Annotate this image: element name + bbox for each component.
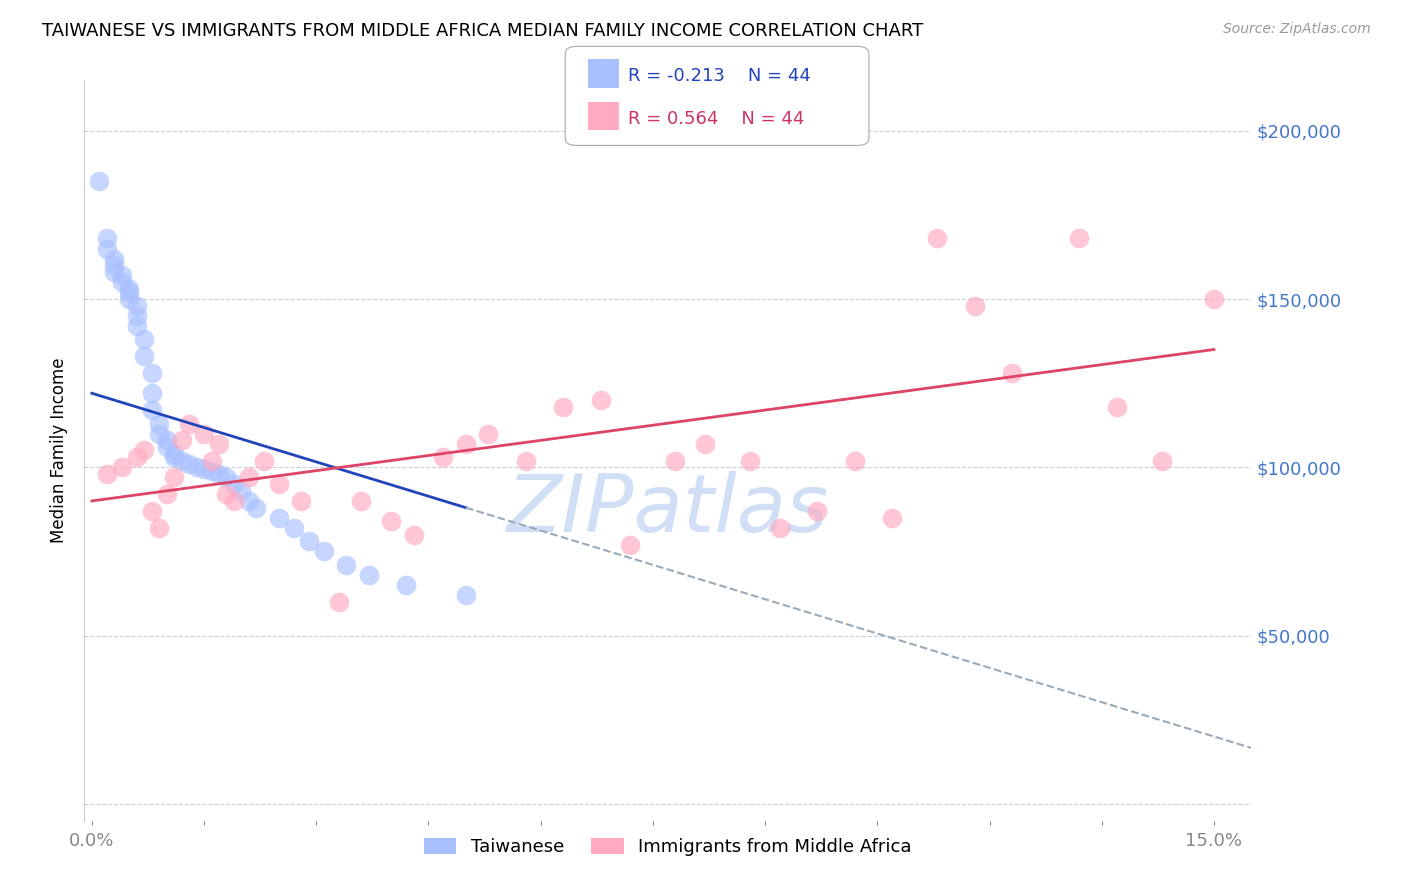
Point	[125, 318, 148, 333]
Point	[589, 392, 612, 407]
Point	[402, 527, 425, 541]
Point	[267, 510, 290, 524]
Point	[222, 494, 245, 508]
Point	[290, 494, 312, 508]
Point	[148, 417, 170, 431]
Point	[1202, 292, 1225, 306]
Point	[200, 453, 222, 467]
Point	[238, 494, 260, 508]
Point	[844, 453, 866, 467]
Point	[103, 259, 125, 273]
Point	[477, 426, 499, 441]
Text: R = 0.564    N = 44: R = 0.564 N = 44	[628, 110, 804, 128]
Point	[141, 386, 163, 401]
Text: ZIPatlas: ZIPatlas	[506, 471, 830, 549]
Point	[1069, 231, 1091, 245]
Point	[134, 349, 156, 363]
Point	[695, 436, 717, 450]
Point	[267, 477, 290, 491]
Point	[298, 534, 321, 549]
Point	[283, 521, 305, 535]
Point	[222, 477, 245, 491]
Text: R = -0.213    N = 44: R = -0.213 N = 44	[628, 67, 811, 85]
Point	[350, 494, 373, 508]
Point	[156, 440, 179, 454]
Point	[927, 231, 949, 245]
Point	[111, 460, 134, 475]
Point	[103, 252, 125, 266]
Point	[177, 457, 200, 471]
Point	[1105, 400, 1128, 414]
Point	[553, 400, 575, 414]
Point	[125, 450, 148, 465]
Point	[141, 504, 163, 518]
Point	[215, 487, 238, 501]
Point	[134, 333, 156, 347]
Point	[125, 309, 148, 323]
Point	[432, 450, 454, 465]
Point	[111, 275, 134, 289]
Point	[882, 510, 904, 524]
Point	[515, 453, 537, 467]
Point	[156, 434, 179, 448]
Point	[156, 487, 179, 501]
Point	[141, 403, 163, 417]
Point	[193, 462, 215, 476]
Text: Source: ZipAtlas.com: Source: ZipAtlas.com	[1223, 22, 1371, 37]
Point	[186, 460, 208, 475]
Point	[193, 426, 215, 441]
Point	[118, 282, 141, 296]
Point	[231, 483, 253, 498]
Point	[170, 434, 193, 448]
Point	[125, 299, 148, 313]
Point	[96, 231, 118, 245]
Point	[238, 470, 260, 484]
Point	[806, 504, 828, 518]
Point	[96, 242, 118, 256]
Point	[963, 299, 986, 313]
Point	[208, 436, 231, 450]
Point	[134, 443, 156, 458]
Point	[103, 265, 125, 279]
Point	[177, 417, 200, 431]
Point	[148, 521, 170, 535]
Point	[664, 453, 686, 467]
Point	[335, 558, 357, 572]
Point	[245, 500, 267, 515]
Point	[200, 464, 222, 478]
Point	[163, 447, 186, 461]
Point	[89, 174, 111, 188]
Y-axis label: Median Family Income: Median Family Income	[51, 358, 69, 543]
Point	[111, 268, 134, 283]
Point	[118, 285, 141, 300]
Point	[312, 544, 335, 558]
Point	[163, 470, 186, 484]
Point	[141, 366, 163, 380]
Point	[170, 453, 193, 467]
Legend: Taiwanese, Immigrants from Middle Africa: Taiwanese, Immigrants from Middle Africa	[416, 830, 920, 863]
Point	[769, 521, 792, 535]
Point	[253, 453, 276, 467]
Point	[328, 595, 350, 609]
Text: TAIWANESE VS IMMIGRANTS FROM MIDDLE AFRICA MEDIAN FAMILY INCOME CORRELATION CHAR: TAIWANESE VS IMMIGRANTS FROM MIDDLE AFRI…	[42, 22, 924, 40]
Point	[454, 588, 477, 602]
Point	[454, 436, 477, 450]
Point	[208, 467, 231, 481]
Point	[619, 538, 641, 552]
Point	[740, 453, 762, 467]
Point	[163, 450, 186, 465]
Point	[380, 514, 402, 528]
Point	[118, 292, 141, 306]
Point	[395, 578, 418, 592]
Point	[1001, 366, 1024, 380]
Point	[215, 470, 238, 484]
Point	[357, 568, 380, 582]
Point	[1150, 453, 1173, 467]
Point	[148, 426, 170, 441]
Point	[96, 467, 118, 481]
